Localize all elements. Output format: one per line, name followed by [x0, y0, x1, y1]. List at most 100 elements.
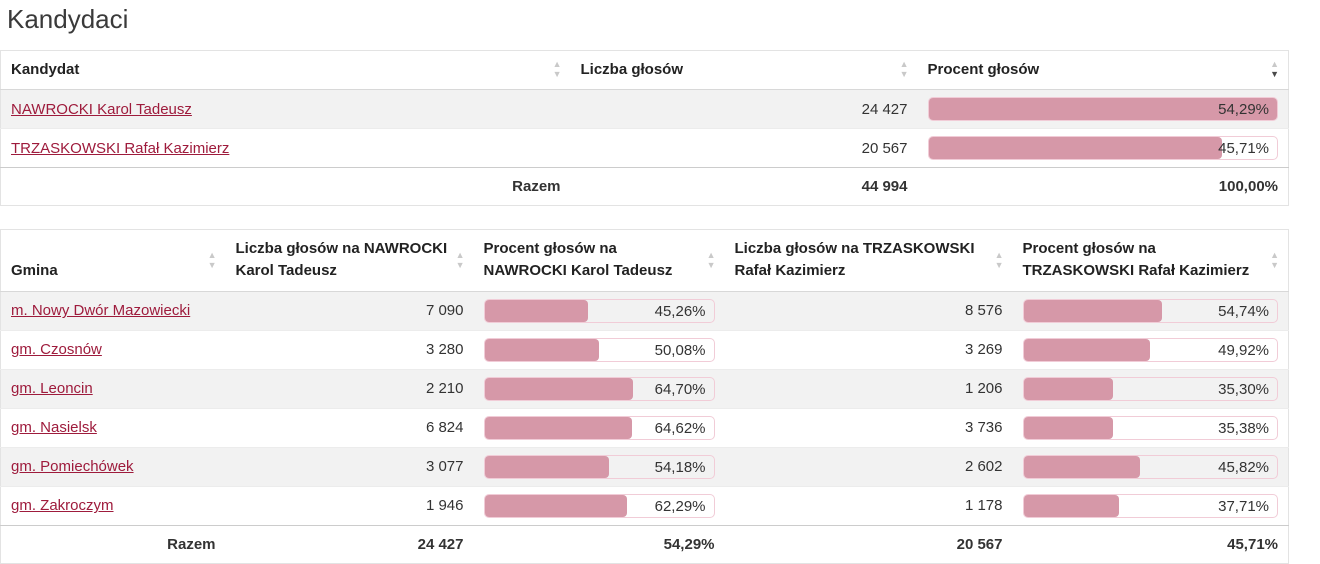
votes-nawrocki-cell: 2 210: [225, 368, 474, 409]
sort-icon: ▲ ▼: [207, 249, 217, 271]
percent-bar-fill: [1023, 299, 1163, 322]
percent-bar-fill: [1023, 455, 1140, 478]
sort-asc-icon: ▲: [552, 58, 562, 69]
percent-bar: 64,70%: [483, 376, 715, 401]
column-header-procent-glosow[interactable]: Procent głosów ▲ ▼: [917, 50, 1289, 91]
percent-bar-fill: [484, 377, 633, 400]
percent-bar-fill: [484, 338, 600, 361]
gmina-cell: gm. Czosnów: [0, 329, 226, 370]
percent-trzaskowski-cell: 45,82%: [1012, 446, 1289, 487]
percent-bar: 54,18%: [483, 454, 715, 479]
percent-bar-fill: [928, 137, 1222, 160]
sort-asc-icon: ▲: [1270, 249, 1279, 260]
votes-cell: 24 427: [570, 89, 918, 129]
votes-nawrocki-cell: 3 077: [225, 446, 474, 487]
column-header-procent-trzaskowski[interactable]: Procent głosów na TRZASKOWSKI Rafał Kazi…: [1012, 229, 1289, 292]
column-header-liczba-nawrocki[interactable]: Liczba głosów na NAWROCKI Karol Tadeusz …: [225, 229, 474, 292]
column-header-gmina[interactable]: Gmina ▲ ▼: [0, 229, 226, 292]
percent-trzaskowski-cell: 35,38%: [1012, 407, 1289, 448]
percent-bar-fill: [484, 455, 609, 478]
column-header-procent-nawrocki[interactable]: Procent głosów na NAWROCKI Karol Tadeusz…: [473, 229, 725, 292]
column-header-label: Procent głosów: [927, 60, 1040, 78]
percent-nawrocki-cell: 50,08%: [473, 329, 725, 370]
gmina-cell: m. Nowy Dwór Mazowiecki: [0, 290, 226, 331]
percent-nawrocki-cell: 64,62%: [473, 407, 725, 448]
column-header-label: Gmina: [11, 262, 58, 279]
sort-desc-icon: ▼: [994, 259, 1004, 270]
percent-value: 64,62%: [654, 419, 706, 437]
sort-desc-icon: ▼: [552, 68, 562, 79]
gmina-cell: gm. Nasielsk: [0, 407, 226, 448]
percent-value: 54,18%: [654, 458, 706, 476]
candidates-table: Kandydat ▲ ▼ Liczba głosów ▲ ▼ Procent g…: [0, 49, 1289, 207]
percent-value: 35,38%: [1218, 419, 1269, 437]
percent-bar: 45,71%: [927, 136, 1278, 161]
gmina-link[interactable]: m. Nowy Dwór Mazowiecki: [11, 302, 191, 320]
percent-trzaskowski-cell: 54,74%: [1012, 290, 1289, 331]
sort-icon-sorted-desc: ▲ ▼: [1270, 59, 1279, 80]
percent-bar: 54,29%: [927, 97, 1278, 122]
percent-bar-fill: [928, 98, 1277, 121]
sort-desc-icon: ▼: [455, 259, 465, 270]
sort-icon: ▲ ▼: [994, 250, 1004, 271]
totals-percent-nawrocki: 54,29%: [473, 524, 725, 564]
percent-value: 50,08%: [654, 341, 706, 359]
percent-bar-fill: [1023, 338, 1151, 361]
table-row: NAWROCKI Karol Tadeusz 24 427 54,29%: [0, 89, 1289, 129]
totals-percent-trzaskowski: 45,71%: [1012, 524, 1289, 564]
percent-value: 45,26%: [654, 302, 706, 320]
column-header-label: Liczba głosów: [580, 60, 684, 78]
percent-bar: 45,82%: [1022, 454, 1278, 479]
percent-value: 54,29%: [1218, 101, 1269, 119]
votes-nawrocki-cell: 7 090: [225, 290, 474, 331]
gmina-link[interactable]: gm. Czosnów: [11, 341, 102, 359]
percent-bar-fill: [484, 416, 633, 439]
gmina-link[interactable]: gm. Nasielsk: [11, 419, 97, 437]
gmina-cell: gm. Pomiechówek: [0, 446, 226, 487]
votes-trzaskowski-cell: 3 269: [724, 329, 1013, 370]
percent-bar-fill: [1023, 416, 1114, 439]
column-header-liczba-trzaskowski[interactable]: Liczba głosów na TRZASKOWSKI Rafał Kazim…: [724, 229, 1013, 292]
gmina-link[interactable]: gm. Zakroczym: [11, 497, 114, 515]
percent-bar: 45,26%: [483, 298, 715, 323]
percent-bar-fill: [484, 494, 628, 517]
percent-nawrocki-cell: 62,29%: [473, 485, 725, 526]
gmina-cell: gm. Leoncin: [0, 368, 226, 409]
column-header-kandydat[interactable]: Kandydat ▲ ▼: [0, 50, 571, 91]
sort-asc-icon: ▲: [899, 58, 909, 69]
candidate-cell: NAWROCKI Karol Tadeusz: [0, 89, 571, 129]
sort-desc-icon: ▼: [1270, 259, 1279, 270]
percent-bar: 62,29%: [483, 493, 715, 518]
percent-cell: 45,71%: [917, 128, 1289, 168]
gminas-table: Gmina ▲ ▼ Liczba głosów na NAWROCKI Karo…: [0, 229, 1289, 564]
votes-nawrocki-cell: 1 946: [225, 485, 474, 526]
table-row: gm. Leoncin 2 210 64,70% 1 206 35,30%: [0, 368, 1289, 409]
sort-icon: ▲ ▼: [552, 58, 562, 80]
percent-bar: 64,62%: [483, 415, 715, 440]
sort-asc-icon: ▲: [455, 249, 465, 260]
percent-bar: 54,74%: [1022, 298, 1278, 323]
candidate-link[interactable]: TRZASKOWSKI Rafał Kazimierz: [11, 139, 230, 157]
percent-bar: 35,30%: [1022, 376, 1278, 401]
gmina-link[interactable]: gm. Leoncin: [11, 380, 93, 398]
candidate-cell: TRZASKOWSKI Rafał Kazimierz: [0, 128, 571, 168]
column-header-liczba-glosow[interactable]: Liczba głosów ▲ ▼: [570, 50, 918, 91]
percent-bar: 35,38%: [1022, 415, 1278, 440]
sort-asc-icon: ▲: [207, 249, 217, 260]
table-row: gm. Nasielsk 6 824 64,62% 3 736 35,38%: [0, 407, 1289, 448]
table-row: gm. Zakroczym 1 946 62,29% 1 178 37,71%: [0, 485, 1289, 526]
sort-desc-icon: ▼: [899, 68, 909, 79]
totals-label: Razem: [0, 167, 571, 206]
totals-votes-trzaskowski: 20 567: [724, 524, 1013, 564]
sort-asc-icon: ▲: [706, 249, 716, 260]
sort-desc-icon: ▼: [706, 259, 716, 270]
totals-votes: 44 994: [570, 167, 918, 206]
votes-trzaskowski-cell: 2 602: [724, 446, 1013, 487]
percent-nawrocki-cell: 54,18%: [473, 446, 725, 487]
gmina-cell: gm. Zakroczym: [0, 485, 226, 526]
candidate-link[interactable]: NAWROCKI Karol Tadeusz: [11, 100, 192, 118]
gmina-link[interactable]: gm. Pomiechówek: [11, 458, 134, 476]
table-row: TRZASKOWSKI Rafał Kazimierz 20 567 45,71…: [0, 128, 1289, 168]
percent-value: 64,70%: [654, 380, 706, 398]
column-header-label: Kandydat: [11, 60, 80, 78]
